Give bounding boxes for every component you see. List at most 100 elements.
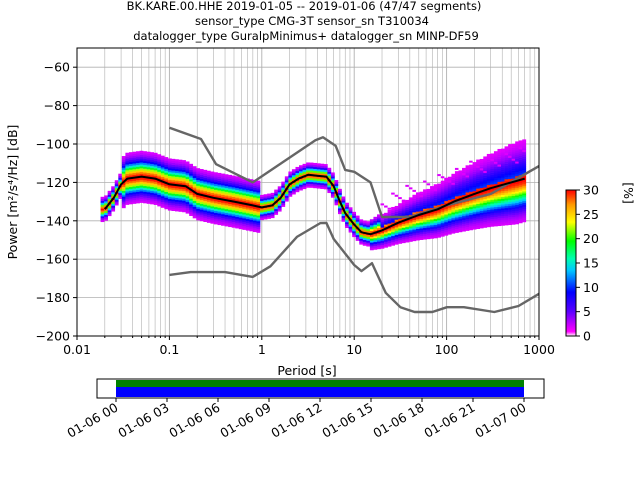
density-cell [454,211,459,214]
density-cell [472,177,477,180]
density-cell [384,237,388,240]
density-cell [462,190,466,194]
density-cell [469,206,473,210]
density-cell [139,169,144,173]
density-cell [490,164,495,168]
density-cell [100,202,105,205]
density-cell [323,179,328,182]
density-cell [380,217,385,220]
density-cell [235,222,240,225]
density-cell [175,188,179,191]
density-cell [352,234,357,238]
density-cell [387,209,392,213]
density-cell [235,180,240,183]
density-cell [203,217,208,221]
density-cell [369,236,374,239]
density-cell [483,217,488,221]
density-cell [359,236,364,239]
density-cell [469,174,473,177]
density-cell [136,178,140,181]
density-cell [401,210,406,213]
density-cell [501,188,505,192]
density-cell [213,210,218,213]
density-cell [196,214,201,217]
density-cell [121,157,126,161]
density-cell [359,227,364,230]
density-cell [160,192,165,195]
density-cell [242,196,247,200]
density-cell [444,185,449,188]
density-cell [408,203,413,206]
density-cell [433,190,438,193]
density-cell [157,154,162,157]
density-cell [228,207,232,210]
density-cell [185,190,190,193]
density-cell [486,209,491,212]
density-cell [203,208,208,211]
density-cell [504,223,509,226]
density-cell [160,165,165,168]
density-cell [437,229,442,232]
density-cell [302,173,307,176]
density-cell [362,233,367,237]
density-cell [146,155,151,158]
density-cell [242,225,247,228]
density-cell [136,160,140,164]
density-cell [454,228,459,231]
density-cell [150,173,155,176]
density-cell [518,203,523,206]
density-cell [501,200,505,203]
density-cell [362,237,367,240]
density-cell [146,165,151,168]
density-cell [352,211,357,215]
density-cell [316,163,321,166]
density-cell [167,187,172,190]
density-cell [192,179,197,182]
density-cell [274,212,279,215]
density-cell [451,187,456,190]
density-cell [217,207,222,210]
density-cell [121,179,126,182]
density-cell [458,206,463,210]
density-cell [182,173,186,176]
density-cell [143,151,147,154]
density-cell [189,196,194,199]
density-cell [139,164,144,167]
density-cell [132,174,137,177]
density-cell [132,190,137,193]
density-cell [518,182,523,185]
density-cell [504,146,509,149]
density-cell [522,208,527,211]
density-cell [497,198,502,202]
density-cell [228,219,232,222]
density-cell [469,203,473,206]
density-cell [440,203,445,206]
density-cell [157,202,162,205]
density-cell [157,159,162,163]
density-cell [182,190,186,194]
density-cell [256,201,261,205]
density-cell [295,186,300,189]
density-cell [143,181,147,185]
density-cell [178,165,183,168]
density-cell [348,226,353,229]
density-cell [299,180,303,183]
density-cell [189,175,194,178]
density-cell [104,218,108,221]
density-cell [238,184,243,187]
density-cell [104,201,108,204]
density-cell [465,215,470,218]
density-cell [224,178,229,181]
density-cell [100,217,105,221]
density-cell [405,205,410,208]
density-cell [444,212,449,215]
x-tick-label: 10 [346,342,362,357]
density-cell [235,183,240,187]
density-cell [437,212,442,215]
density-cell [440,213,445,216]
density-cell [412,229,417,232]
density-outlier [412,189,416,192]
density-cell [419,214,424,217]
density-cell [270,198,275,201]
density-cell [224,214,229,217]
